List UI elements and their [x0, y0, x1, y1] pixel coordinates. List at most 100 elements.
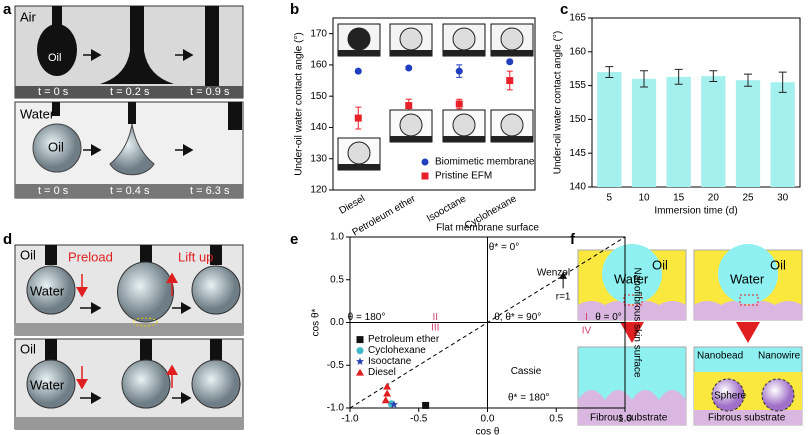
bar — [666, 76, 691, 187]
x-axis-label: cos θ — [476, 427, 500, 435]
photo-text: Air — [20, 9, 37, 24]
annotation: θ = 180° — [348, 312, 386, 323]
annotation: Cassie — [511, 366, 542, 377]
inset-base — [491, 50, 533, 56]
marker — [354, 114, 362, 122]
y-tick-label: 160 — [310, 60, 327, 71]
legend-label: Biomimetic membrane — [435, 157, 535, 168]
annotation: II — [432, 312, 438, 323]
marker — [506, 58, 514, 66]
legend-label: Cyclohexane — [368, 345, 426, 356]
x-tick-label: Isooctane — [425, 193, 468, 224]
y-tick-label: 155 — [569, 80, 586, 91]
x-tick-label: 0.5 — [549, 414, 563, 425]
annotation: I — [585, 312, 588, 323]
inset-base — [491, 136, 533, 142]
y-tick-label: 160 — [569, 46, 586, 57]
photo-text: t = 0.9 s — [190, 86, 230, 98]
inset-drop — [452, 113, 476, 137]
y-tick-label: 0.5 — [330, 274, 344, 285]
inset-base — [338, 50, 380, 56]
inset-drop — [399, 27, 423, 51]
y-tick-label: -0.5 — [327, 360, 345, 371]
y-tick-label: 140 — [310, 122, 327, 133]
chart-title: Flat membrane surface — [436, 223, 539, 234]
inset-base — [390, 136, 432, 142]
marker — [356, 336, 364, 344]
y-tick-label: 1.0 — [330, 232, 344, 243]
marker — [421, 172, 429, 180]
bar — [597, 72, 622, 187]
x-tick-label: 0.0 — [481, 414, 495, 425]
diagram-text: Water — [730, 271, 765, 286]
diagram-text: Oil — [770, 257, 786, 272]
error-bar — [605, 66, 614, 78]
inset-drop — [399, 113, 423, 137]
panel-label: d — [3, 231, 12, 248]
y-tick-label: 120 — [310, 185, 327, 196]
photo-text: t = 6.3 s — [190, 185, 230, 197]
diagram-text: Oil — [652, 257, 668, 272]
inset-drop — [500, 113, 524, 137]
photo-text: Oil — [20, 341, 36, 356]
error-bar — [674, 68, 683, 85]
y-tick-label: 130 — [310, 153, 327, 164]
photo-text: Oil — [48, 139, 64, 154]
panel-label: b — [290, 1, 299, 18]
inset-drop — [347, 27, 371, 51]
marker — [421, 158, 429, 166]
bar — [631, 78, 657, 187]
inset-drop — [500, 27, 524, 51]
x-tick-label: 20 — [708, 193, 720, 204]
y-axis-label: cos θ* — [311, 308, 322, 336]
inset-base — [443, 50, 485, 56]
photo-text: t = 0.4 s — [110, 185, 150, 197]
bar — [701, 76, 726, 187]
marker — [405, 64, 413, 72]
bar — [770, 82, 795, 187]
photo-text: Water — [30, 377, 65, 392]
photo-a: Air Oil t = 0 s t = 0.2 s t = 0.9 s Wate… — [14, 5, 244, 199]
annotation: IV — [582, 326, 592, 337]
annotation: θ* = 180° — [508, 392, 550, 403]
legend-label: Pristine EFM — [435, 171, 492, 182]
marker — [506, 77, 514, 85]
x-tick-label: 30 — [777, 193, 789, 204]
y-tick-label: 170 — [310, 28, 327, 39]
annotation: θ* = 0° — [489, 242, 519, 253]
diagram-text: Fibrous substrate — [708, 413, 786, 424]
plot-frame — [332, 17, 536, 191]
legend-label: Isooctane — [368, 356, 412, 367]
error-bar — [709, 70, 718, 83]
annotation: r=1 — [556, 291, 571, 302]
x-tick-label: 15 — [673, 193, 685, 204]
marker — [356, 347, 364, 355]
error-bar — [640, 70, 648, 88]
diagram-text: Water — [614, 271, 649, 286]
marker — [381, 396, 390, 404]
y-tick-label: -1.0 — [327, 403, 345, 414]
photo-text: Oil — [48, 52, 61, 64]
x-tick-label: 5 — [607, 193, 613, 204]
photo-text: t = 0 s — [38, 86, 69, 98]
diagonal — [349, 236, 626, 409]
marker — [422, 401, 430, 409]
annotation: Wenzel — [537, 268, 570, 279]
photo-text: t = 0 s — [38, 185, 69, 197]
photo-text: Water — [30, 283, 65, 298]
x-tick-label: 25 — [742, 193, 754, 204]
inset-drop — [452, 27, 476, 51]
marker — [455, 100, 463, 108]
right-label: Nanofibrous skin surface — [631, 267, 642, 377]
inset-base — [338, 164, 380, 170]
diagram-text: Sphere — [714, 391, 747, 402]
marker — [356, 368, 364, 376]
inset-base — [443, 136, 485, 142]
x-tick-label: 10 — [638, 193, 650, 204]
inset-base — [390, 50, 432, 56]
photo-text: Lift up — [178, 249, 213, 264]
x-tick-label: -1.0 — [341, 414, 359, 425]
diagram-text: Nanobead — [697, 351, 743, 362]
marker — [383, 382, 392, 390]
